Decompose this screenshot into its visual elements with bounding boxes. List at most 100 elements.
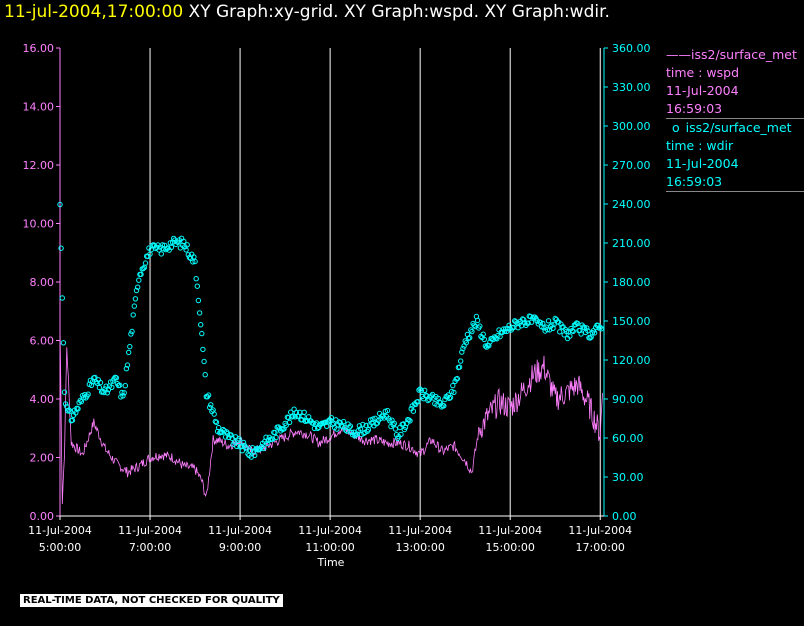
wdir-point [285, 415, 292, 421]
wdir-point [212, 418, 219, 425]
wdir-point [346, 424, 352, 431]
wdir-point [61, 389, 68, 395]
wdir-point [416, 387, 422, 393]
wdir-point [239, 448, 246, 454]
x-tick-date: 11-Jul-2004 [208, 524, 272, 537]
wdir-point [119, 389, 125, 396]
wdir-point [127, 343, 133, 350]
wdir-point [240, 439, 247, 446]
y-left-tick-label: 16.00 [23, 42, 55, 55]
x-tick-time: 11:00:00 [305, 541, 354, 554]
x-tick-time: 7:00:00 [129, 541, 171, 554]
wdir-point [374, 420, 381, 426]
wdir-point [289, 414, 295, 420]
x-tick-time: 5:00:00 [39, 541, 81, 554]
wdir-point [567, 333, 573, 339]
y-left-tick-label: 8.00 [30, 276, 55, 289]
wdir-point [273, 434, 279, 441]
wdir-point [324, 423, 330, 429]
wdir-point [581, 324, 588, 331]
legend-entry-wspd: ——iss2/surface_met time : wspd 11-Jul-20… [666, 46, 804, 118]
graph-list-label: XY Graph:xy-grid. XY Graph:wspd. XY Grap… [188, 2, 610, 22]
wdir-point [337, 420, 343, 426]
wdir-point [135, 284, 141, 290]
wdir-point [544, 326, 551, 333]
wdir-point [387, 418, 393, 424]
wdir-point [216, 424, 222, 431]
legend-var: time : wspd [666, 65, 740, 80]
x-tick-date: 11-Jul-2004 [298, 524, 362, 537]
wdir-point [272, 429, 278, 436]
wdir-point [398, 431, 404, 438]
y-right-tick-label: 330.00 [612, 81, 651, 94]
wdir-point [121, 390, 127, 396]
wdir-point [456, 364, 463, 370]
wdir-point [243, 444, 249, 451]
x-axis-label: Time [317, 556, 345, 569]
wdir-point [138, 271, 144, 277]
quality-banner: REAL-TIME DATA, NOT CHECKED FOR QUALITY [20, 594, 283, 607]
wdir-point [450, 382, 456, 389]
y-right-tick-label: 360.00 [612, 42, 651, 55]
wdir-point [88, 382, 95, 388]
wdir-point [471, 322, 477, 328]
wdir-point [131, 303, 138, 309]
wdir-point [328, 415, 334, 421]
wdir-point [62, 401, 69, 407]
wdir-point [158, 251, 165, 257]
wdir-point [436, 399, 442, 405]
wdir-point [286, 419, 293, 426]
wdir-point [343, 427, 349, 433]
legend-series-name: iss2/surface_met [691, 47, 797, 62]
wdir-point [57, 201, 63, 208]
wdir-point [467, 335, 473, 341]
wdir-point [213, 419, 220, 425]
wdir-point [252, 452, 258, 458]
y-right-tick-label: 30.00 [612, 471, 644, 484]
wdir-point [97, 379, 104, 386]
x-tick-date: 11-Jul-2004 [388, 524, 452, 537]
legend-divider [666, 118, 804, 119]
wdir-point [391, 420, 397, 426]
wdir-point [525, 320, 531, 326]
wdir-point [208, 402, 214, 408]
wdir-point [65, 408, 71, 414]
y-left-tick-label: 6.00 [30, 335, 55, 348]
x-tick-date: 11-Jul-2004 [568, 524, 632, 537]
wdir-point [347, 423, 354, 429]
y-left-tick-label: 12.00 [23, 159, 55, 172]
x-tick-time: 9:00:00 [219, 541, 261, 554]
y-right-tick-label: 150.00 [612, 315, 651, 328]
wdir-point [435, 395, 441, 401]
wdir-point [264, 440, 270, 447]
wdir-point [422, 387, 428, 393]
wdir-point [598, 326, 605, 332]
wdir-point [228, 432, 234, 438]
y-right-tick-label: 120.00 [612, 354, 651, 367]
wdir-point [365, 427, 372, 433]
wdir-point [477, 323, 483, 329]
y-right-tick-label: 0.00 [612, 510, 637, 523]
wdir-point [293, 409, 300, 416]
wdir-point [575, 320, 581, 327]
wdir-point [340, 418, 347, 425]
wdir-point [109, 384, 115, 390]
y-right-tick-label: 240.00 [612, 198, 651, 211]
wdir-point [192, 258, 198, 265]
legend-entry-wdir: o iss2/surface_met time : wdir 11-Jul-200… [666, 119, 804, 191]
wdir-point [104, 390, 111, 396]
wdir-point [356, 423, 363, 429]
legend: ——iss2/surface_met time : wspd 11-Jul-20… [666, 46, 804, 192]
legend-time: 16:59:03 [666, 101, 723, 116]
wdir-point [130, 312, 136, 318]
wdir-point [441, 403, 447, 409]
wdir-point [451, 389, 457, 396]
wdir-point [59, 295, 65, 301]
wdir-point [591, 330, 598, 336]
legend-time: 16:59:03 [666, 174, 723, 189]
y-left-tick-label: 14.00 [23, 101, 55, 114]
wdir-point [181, 238, 187, 245]
wdir-point [142, 260, 149, 266]
wdir-point [201, 358, 207, 365]
y-left-tick-label: 2.00 [30, 452, 55, 465]
